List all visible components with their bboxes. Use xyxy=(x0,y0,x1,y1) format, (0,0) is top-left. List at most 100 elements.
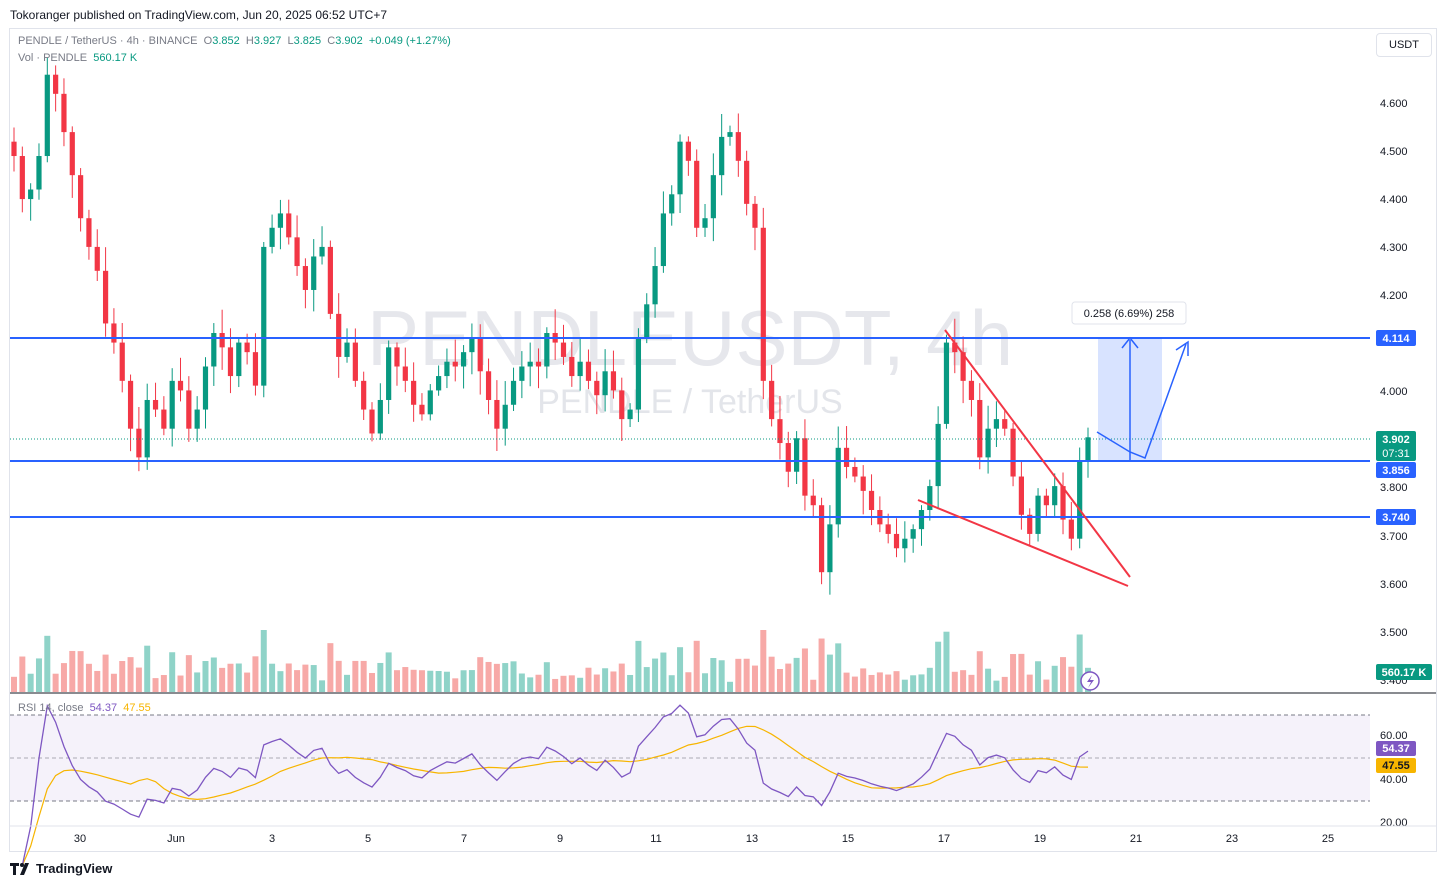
volume-bar xyxy=(169,652,176,692)
candle-body xyxy=(1018,476,1024,515)
high-label: H xyxy=(245,35,254,47)
publisher-line: Tokoranger published on TradingView.com,… xyxy=(10,8,388,22)
volume-bar xyxy=(727,681,733,692)
volume-bar xyxy=(385,652,392,692)
candle-body xyxy=(444,361,450,377)
time-axis[interactable]: 30 Jun 3 5 7 9 11 13 15 17 19 21 23 25 xyxy=(74,833,1334,845)
price-tick: 4.000 xyxy=(1380,386,1408,398)
candle-body xyxy=(377,399,383,434)
volume-bar xyxy=(102,654,109,692)
candle-body xyxy=(369,409,375,434)
wedge-lower-line[interactable] xyxy=(917,499,1129,587)
volume-bar xyxy=(760,630,767,692)
volume-bar xyxy=(876,672,883,692)
candle-body xyxy=(802,438,808,496)
candle-body xyxy=(827,524,833,573)
candle-body xyxy=(236,342,242,377)
candle-body xyxy=(336,313,342,357)
candle-body xyxy=(527,361,533,367)
volume-bar xyxy=(826,654,833,692)
volume-bar xyxy=(269,663,276,692)
candle-body xyxy=(194,409,200,429)
wedge-upper-line[interactable] xyxy=(944,329,1131,578)
candle-body xyxy=(835,447,841,525)
candle-body xyxy=(119,342,125,381)
volume-bar xyxy=(668,675,675,692)
volume-bar xyxy=(119,660,126,692)
high-value: 3.927 xyxy=(253,35,282,47)
symbol-legend[interactable]: PENDLE / TetherUS · 4h · BINANCE O3.852 … xyxy=(18,35,451,47)
candle-body xyxy=(469,337,475,353)
volume-bar xyxy=(943,631,950,692)
candle-body xyxy=(785,443,791,472)
symbol-name: PENDLE / TetherUS · 4h · BINANCE xyxy=(18,35,198,47)
rsi-legend-value: 54.37 xyxy=(89,702,118,714)
candle-body xyxy=(494,399,500,429)
volume-bar xyxy=(751,665,758,692)
volume-bar xyxy=(1060,657,1067,692)
measure-arrow-head xyxy=(1121,336,1139,349)
candle-body xyxy=(427,390,433,415)
volume-bar xyxy=(935,641,942,692)
candle-body xyxy=(419,404,425,415)
candle-body xyxy=(69,132,75,176)
candle-body xyxy=(102,270,109,324)
candle-body xyxy=(1085,437,1091,462)
volume-bar xyxy=(818,638,825,692)
candle-body xyxy=(960,352,966,381)
volume-bar xyxy=(1001,676,1008,692)
bar-countdown: 07:31 xyxy=(1382,448,1410,460)
volume-bar xyxy=(144,645,151,692)
candle-body xyxy=(510,380,517,405)
time-tick: 3 xyxy=(269,833,275,845)
low-value: 3.825 xyxy=(293,35,322,47)
volume-bar xyxy=(835,643,842,692)
candle-body xyxy=(760,227,766,381)
candle-body xyxy=(294,237,300,267)
volume-bar xyxy=(52,673,59,692)
candle-body xyxy=(868,490,875,511)
price-axis[interactable]: 4.600 4.500 4.400 4.300 4.200 4.000 3.80… xyxy=(1380,98,1408,687)
candle-body xyxy=(594,380,600,396)
level-mid-label-bg xyxy=(1376,462,1416,478)
candle-body xyxy=(985,428,991,458)
candle-body xyxy=(136,428,142,458)
currency-button[interactable]: USDT xyxy=(1376,33,1432,57)
current-price-label-bg xyxy=(1376,431,1416,461)
time-tick: 11 xyxy=(650,833,661,845)
candle-body xyxy=(610,371,617,391)
rsi-legend[interactable]: RSI 14, close 54.37 47.55 xyxy=(18,702,151,714)
projection-path[interactable] xyxy=(1096,343,1187,459)
volume-legend-value: 560.17 K xyxy=(93,52,138,64)
candle-body xyxy=(810,495,816,506)
time-tick: Jun xyxy=(167,833,185,845)
open-label: O xyxy=(203,35,213,47)
price-tick: 4.200 xyxy=(1380,290,1408,302)
close-label: C xyxy=(327,35,336,47)
time-tick: 17 xyxy=(938,833,950,845)
candle-body xyxy=(261,246,267,386)
candle-body xyxy=(11,141,17,157)
volume-bar xyxy=(735,658,742,692)
candle-body xyxy=(943,342,950,424)
candle-body xyxy=(794,438,800,472)
volume-bar xyxy=(1043,679,1050,692)
candle-body xyxy=(918,510,925,530)
volume-bar xyxy=(1051,665,1058,692)
tradingview-logo[interactable]: TradingView xyxy=(10,861,112,876)
time-tick: 19 xyxy=(1034,833,1046,845)
level-mid-label: 3.856 xyxy=(1382,465,1410,477)
candle-body xyxy=(1027,514,1033,534)
volume-legend[interactable]: Vol · PENDLE 560.17 K xyxy=(18,52,137,64)
candle-body xyxy=(660,213,666,267)
volume-bar xyxy=(468,670,475,692)
candle-body xyxy=(685,141,691,161)
volume-bar xyxy=(69,650,76,692)
volume-bar xyxy=(127,657,134,692)
volume-bar xyxy=(435,670,442,692)
candle-body xyxy=(627,409,633,420)
candle-body xyxy=(277,213,284,228)
volume-bar xyxy=(194,672,201,692)
volume-bar xyxy=(160,675,167,692)
